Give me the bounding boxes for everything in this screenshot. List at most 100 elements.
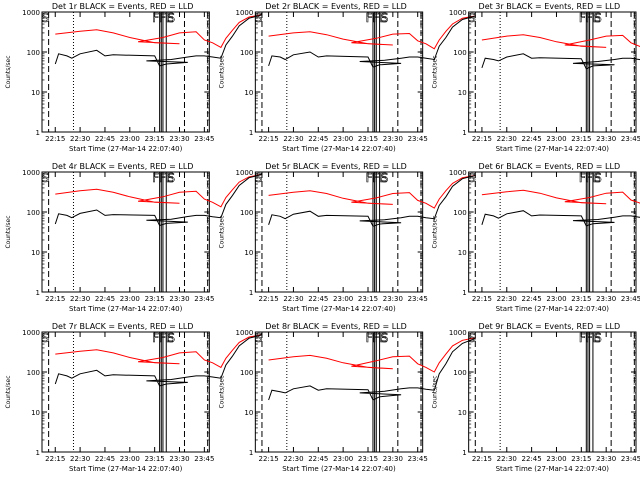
x-tick-label: 23:30 (596, 455, 616, 463)
events-series-line (54, 14, 263, 67)
x-axis-label: Start Time (27-Mar-14 22:07:40) (496, 465, 610, 473)
marker-label: S (167, 11, 175, 25)
marker-label: S (42, 331, 50, 345)
x-tick-label: 22:15 (45, 135, 65, 143)
y-tick-label: 100 (27, 209, 40, 217)
panel-title: Det 7r BLACK = Events, RED = LLD (52, 322, 194, 331)
panel-title: Det 8r BLACK = Events, RED = LLD (265, 322, 407, 331)
x-tick-label: 23:30 (383, 135, 403, 143)
y-tick-label: 1000 (236, 9, 254, 17)
plot-frame (254, 171, 424, 293)
y-tick-label: 100 (27, 369, 40, 377)
panel-9: Det 9r BLACK = Events, RED = LLD Counts/s… (432, 322, 640, 473)
marker-label: S (381, 171, 389, 185)
marker-label: FFE (366, 331, 387, 345)
panel-3: Det 3r BLACK = Events, RED = LLD Counts/s… (432, 2, 640, 153)
lld-series-line (268, 337, 476, 373)
lld-series-line (55, 334, 263, 369)
events-series-line (268, 15, 476, 68)
x-tick-label: 22:15 (472, 295, 492, 303)
x-axis-label: Start Time (27-Mar-14 22:07:40) (69, 145, 183, 153)
y-tick-label: 1000 (236, 169, 254, 177)
x-tick-label: 22:30 (283, 295, 303, 303)
x-tick-label: 23:45 (194, 135, 214, 143)
y-tick-label: 1000 (449, 329, 467, 337)
y-axis-label: Counts/sec (218, 55, 225, 88)
y-axis-label: Counts/sec (218, 215, 225, 248)
panel-title: Det 3r BLACK = Events, RED = LLD (479, 2, 621, 11)
panel-7: Det 7r BLACK = Events, RED = LLD Counts/s… (5, 322, 263, 473)
panel-6: Det 6r BLACK = Events, RED = LLD Counts/s… (432, 162, 640, 313)
x-tick-label: 22:30 (70, 295, 90, 303)
y-tick-label: 1 (249, 289, 253, 297)
y-tick-label: 10 (31, 409, 40, 417)
y-axis-label: Counts/sec (5, 215, 12, 248)
x-tick-label: 22:15 (472, 455, 492, 463)
x-tick-label: 23:15 (571, 455, 591, 463)
y-tick-label: 1000 (236, 329, 254, 337)
x-tick-label: 23:00 (333, 455, 353, 463)
y-axis-label: Counts/sec (432, 375, 439, 408)
marker-label: FFE (579, 11, 600, 25)
y-tick-label: 10 (31, 249, 40, 257)
panel-1: Det 1r BLACK = Events, RED = LLD Counts/s… (5, 2, 263, 153)
x-tick-label: 23:30 (596, 295, 616, 303)
lld-series-line (268, 174, 476, 209)
x-tick-label: 23:45 (194, 295, 214, 303)
marker-label: FFE (152, 331, 173, 345)
x-tick-label: 22:45 (522, 135, 542, 143)
marker-label: S (468, 171, 476, 185)
x-tick-label: 22:15 (45, 455, 65, 463)
panel-title: Det 5r BLACK = Events, RED = LLD (265, 162, 407, 171)
lld-series-line (55, 14, 263, 49)
lld-series-line (268, 15, 476, 50)
x-tick-label: 23:00 (546, 455, 566, 463)
x-tick-label: 22:15 (258, 135, 278, 143)
x-tick-label: 22:45 (95, 135, 115, 143)
x-tick-label: 23:30 (169, 295, 189, 303)
x-tick-label: 23:15 (145, 295, 165, 303)
x-tick-label: 23:00 (120, 455, 140, 463)
y-tick-label: 1 (249, 449, 253, 457)
plot-frame (468, 171, 637, 293)
x-tick-label: 22:15 (472, 135, 492, 143)
x-tick-label: 23:00 (120, 135, 140, 143)
x-tick-label: 23:30 (383, 295, 403, 303)
x-tick-label: 23:15 (571, 135, 591, 143)
x-tick-label: 22:30 (283, 135, 303, 143)
x-axis-label: Start Time (27-Mar-14 22:07:40) (69, 305, 183, 313)
plot-frame (41, 11, 210, 133)
plot-frame (254, 11, 424, 133)
marker-label: FFE (366, 11, 387, 25)
x-tick-label: 23:45 (408, 135, 428, 143)
y-tick-label: 10 (244, 89, 253, 97)
x-axis-label: Start Time (27-Mar-14 22:07:40) (496, 145, 610, 153)
events-series-line (54, 173, 263, 227)
panel-8: Det 8r BLACK = Events, RED = LLD Counts/s… (218, 322, 476, 473)
marker-label: S (42, 11, 50, 25)
panel-title: Det 4r BLACK = Events, RED = LLD (52, 162, 194, 171)
marker-label: S (167, 331, 175, 345)
y-tick-label: 100 (240, 49, 253, 57)
y-tick-label: 10 (458, 89, 467, 97)
x-tick-label: 22:15 (258, 455, 278, 463)
marker-label: FFE (152, 171, 173, 185)
x-tick-label: 22:45 (522, 295, 542, 303)
y-tick-label: 1 (36, 449, 40, 457)
marker-label: S (255, 171, 263, 185)
marker-label: S (594, 171, 602, 185)
x-tick-label: 23:00 (546, 295, 566, 303)
x-tick-label: 23:45 (408, 455, 428, 463)
x-axis-label: Start Time (27-Mar-14 22:07:40) (282, 465, 396, 473)
x-tick-label: 23:00 (333, 295, 353, 303)
panel-4: Det 4r BLACK = Events, RED = LLD Counts/s… (5, 162, 263, 313)
panel-2: Det 2r BLACK = Events, RED = LLD Counts/s… (218, 2, 476, 153)
marker-label: S (255, 11, 263, 25)
y-tick-label: 10 (458, 249, 467, 257)
x-tick-label: 23:30 (596, 135, 616, 143)
x-tick-label: 22:30 (497, 135, 517, 143)
marker-label: S (381, 11, 389, 25)
plot-frame (41, 331, 210, 453)
y-tick-label: 10 (244, 249, 253, 257)
